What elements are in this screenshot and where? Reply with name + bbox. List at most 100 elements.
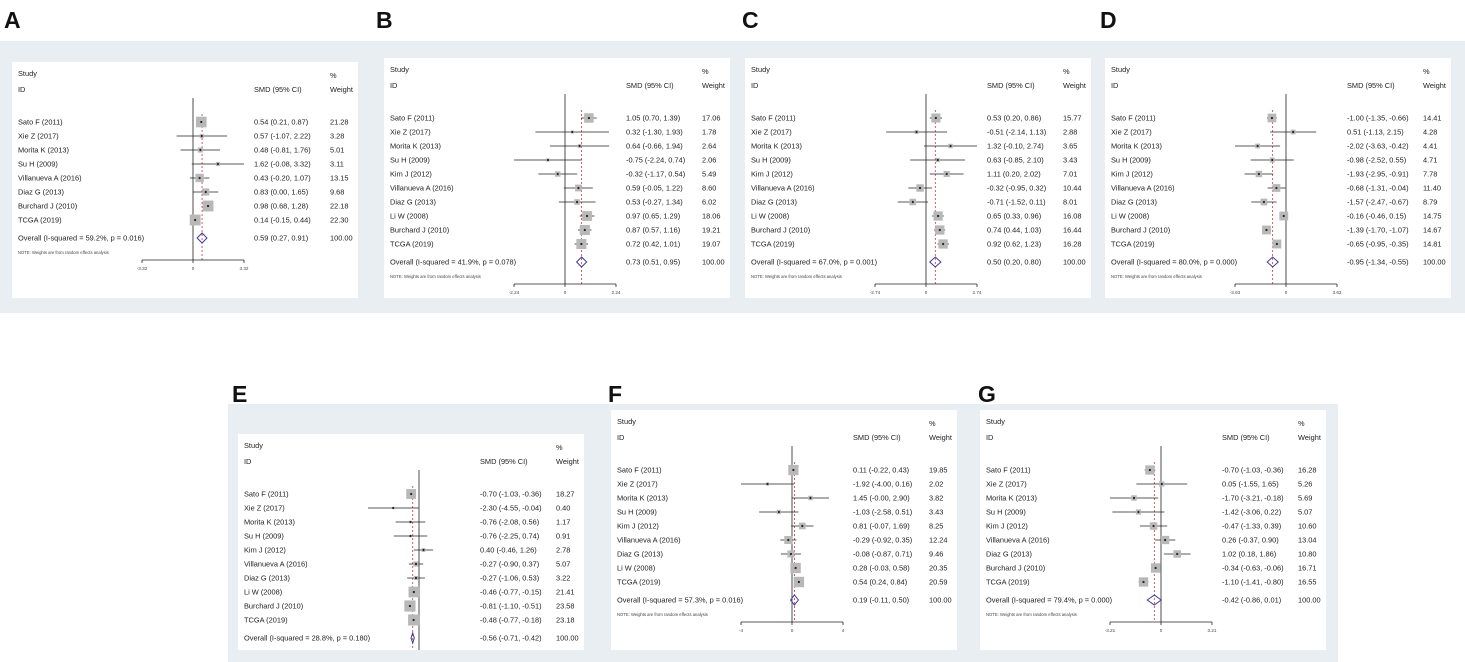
study-weight: 3.65 (1063, 142, 1077, 151)
header-weight: Weight (330, 85, 353, 94)
study-name: Xie Z (2017) (986, 480, 1027, 489)
overall-ci: -0.56 (-0.71, -0.42) (480, 634, 542, 643)
study-weight: 17.06 (702, 114, 721, 123)
study-ci: 0.74 (0.44, 1.03) (987, 226, 1041, 235)
study-name: Sato F (2011) (1111, 114, 1156, 123)
forest-plot-c: Study ID SMD (95% CI)% Weight Sato F (2011) 0… (745, 58, 1091, 298)
study-ci: 1.05 (0.70, 1.39) (626, 114, 680, 123)
x-tick-label: 2.74 (973, 290, 982, 295)
study-ci: 0.81 (-0.07, 1.69) (853, 522, 910, 531)
study-weight: 19.07 (702, 240, 721, 249)
point-estimate (422, 548, 425, 552)
x-tick-label: 0 (925, 290, 928, 295)
study-ci: -2.30 (-4.55, -0.04) (480, 504, 542, 513)
study-ci: -1.70 (-3.21, -0.18) (1222, 494, 1284, 503)
study-ci: -0.98 (-2.52, 0.55) (1347, 156, 1406, 165)
header-study: Study (390, 65, 409, 74)
study-name: Sato F (2011) (986, 466, 1031, 475)
study-ci: -0.71 (-1.52, 0.11) (987, 198, 1046, 207)
study-weight: 5.49 (702, 170, 716, 179)
study-name: Xie Z (2017) (617, 480, 658, 489)
header-percent: % (556, 443, 563, 452)
point-estimate (1256, 144, 1259, 148)
study-ci: -2.02 (-3.63, -0.42) (1347, 142, 1409, 151)
header-id: ID (986, 433, 993, 442)
header-study: Study (617, 417, 636, 426)
study-ci: 0.14 (-0.15, 0.44) (254, 216, 311, 225)
study-weight: 16.08 (1063, 212, 1082, 221)
study-name: Sato F (2011) (390, 114, 435, 123)
study-ci: 0.57 (-1.07, 2.22) (254, 132, 311, 141)
point-estimate (575, 200, 579, 204)
study-weight: 16.71 (1298, 564, 1317, 573)
study-weight: 23.18 (556, 616, 575, 625)
study-weight: 22.30 (330, 216, 349, 225)
overall-ci: 0.73 (0.51, 0.95) (626, 258, 680, 267)
study-name: Su H (2009) (1111, 156, 1151, 165)
point-estimate (794, 566, 797, 570)
overall-weight: 100.00 (1298, 596, 1321, 605)
note-text: NOTE: Weights are from random effects an… (751, 274, 842, 279)
point-estimate (766, 482, 769, 486)
study-weight: 16.28 (1298, 466, 1317, 475)
point-estimate (1137, 510, 1140, 514)
study-ci: 0.83 (0.00, 1.65) (254, 188, 308, 197)
point-estimate (392, 506, 395, 510)
study-name: Morita K (2013) (18, 146, 69, 155)
point-estimate (918, 186, 922, 190)
overall-weight: 100.00 (1423, 258, 1446, 267)
overall-diamond (575, 256, 588, 268)
panel-letter-c: C (742, 7, 759, 33)
study-weight: 22.18 (330, 202, 349, 211)
study-name: Li W (2008) (617, 564, 655, 573)
point-estimate (787, 538, 790, 542)
header-smd: SMD (95% CI) (1347, 81, 1395, 90)
overall-ci: 0.50 (0.20, 0.80) (987, 258, 1041, 267)
header-smd: SMD (95% CI) (1222, 433, 1270, 442)
study-name: Burchard J (2010) (1111, 226, 1170, 235)
overall-diamond (928, 256, 942, 268)
study-name: Kim J (2012) (617, 522, 659, 531)
study-weight: 8.79 (1423, 198, 1437, 207)
study-name: Villanueva A (2016) (1111, 184, 1175, 193)
forest-plot-a: Study ID SMD (95% CI)% Weight Sato F (2011) 0… (12, 62, 358, 298)
study-name: Xie Z (2017) (390, 128, 431, 137)
forest-plot-b: Study ID SMD (95% CI)% Weight Sato F (2011) 1… (384, 58, 730, 298)
study-ci: 0.54 (0.24, 0.84) (853, 578, 907, 587)
note-text: NOTE: Weights are from random effects an… (617, 612, 708, 617)
point-estimate (412, 590, 415, 594)
x-tick-label: 0 (192, 266, 195, 271)
forest-plot-f: Study ID SMD (95% CI)% Weight Sato F (2011) 0… (611, 410, 957, 650)
study-weight: 10.60 (1298, 522, 1317, 531)
forest-plot-g: Study ID SMD (95% CI)% Weight Sato F (2011) -… (980, 410, 1326, 650)
study-name: Burchard J (2010) (751, 226, 810, 235)
point-estimate (936, 214, 940, 218)
study-name: TCGA (2019) (18, 216, 62, 225)
study-weight: 15.77 (1063, 114, 1082, 123)
point-estimate (1265, 228, 1268, 232)
overall-label: Overall (I-squared = 41.9%, p = 0.078) (390, 258, 516, 267)
overall-diamond (196, 232, 208, 244)
point-estimate (1160, 482, 1163, 486)
overall-ci: -0.95 (-1.34, -0.55) (1347, 258, 1409, 267)
point-estimate (1270, 116, 1274, 120)
header-smd: SMD (95% CI) (480, 457, 528, 466)
point-estimate (1292, 130, 1295, 134)
point-estimate (934, 116, 937, 120)
study-ci: -0.48 (-0.77, -0.18) (480, 616, 542, 625)
study-weight: 0.91 (556, 532, 570, 541)
study-weight: 4.28 (1423, 128, 1437, 137)
study-weight: 10.80 (1298, 550, 1317, 559)
study-ci: -1.03 (-2.58, 0.51) (853, 508, 912, 517)
study-ci: 0.51 (-1.13, 2.15) (1347, 128, 1404, 137)
header-percent: % (1298, 419, 1305, 428)
study-weight: 20.59 (929, 578, 948, 587)
x-tick-label: 0 (564, 290, 567, 295)
study-ci: -1.57 (-2.47, -0.67) (1347, 198, 1409, 207)
study-weight: 13.15 (330, 174, 349, 183)
study-name: Diaz G (2013) (751, 198, 797, 207)
study-name: Li W (2008) (1111, 212, 1149, 221)
study-name: Xie Z (2017) (1111, 128, 1152, 137)
study-ci: 0.72 (0.42, 1.01) (626, 240, 680, 249)
header-smd: SMD (95% CI) (853, 433, 901, 442)
